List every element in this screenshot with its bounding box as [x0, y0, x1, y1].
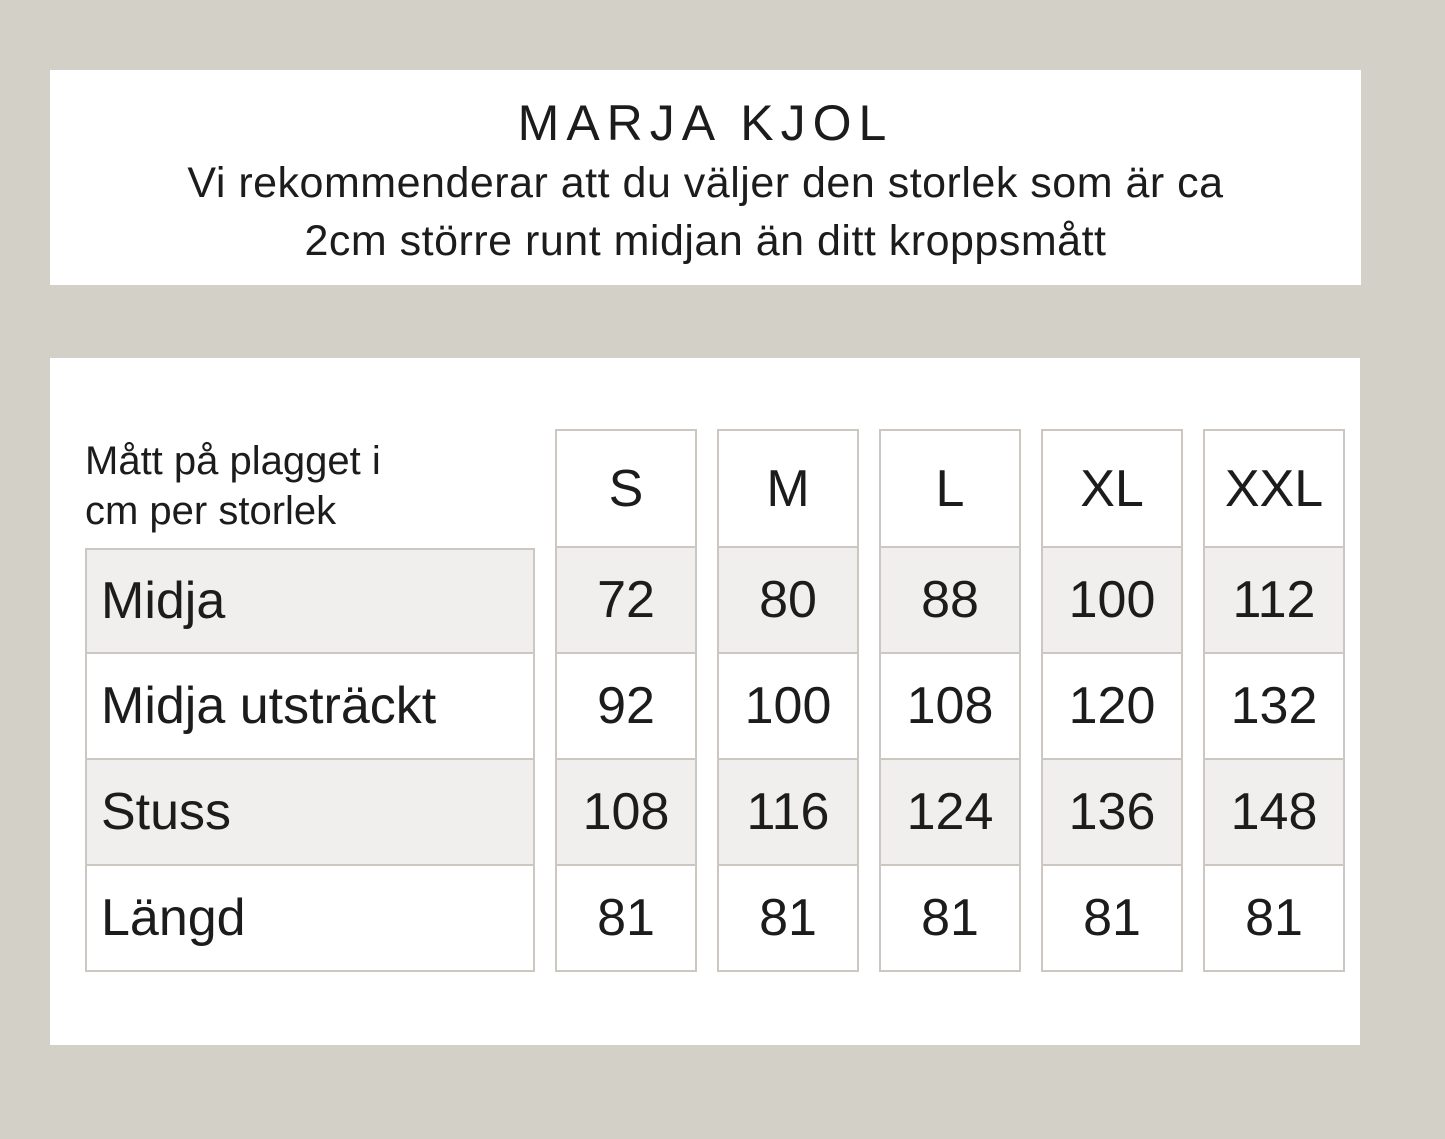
value-cell-stuss-xl: 136	[1041, 760, 1183, 866]
size-recommendation-line-2: 2cm större runt midjan än ditt kroppsmåt…	[304, 216, 1107, 265]
measure-unit-header: Mått på plagget i cm per storlek	[85, 429, 535, 548]
measure-unit-header-line-1: Mått på plagget i	[85, 438, 381, 483]
value-cell-langd-l: 81	[879, 866, 1021, 972]
row-label-midja: Midja	[85, 548, 535, 654]
size-column-header-m: M	[717, 429, 859, 548]
value-cell-langd-xl: 81	[1041, 866, 1183, 972]
size-guide-header-panel: MARJA KJOL Vi rekommenderar att du välje…	[50, 70, 1361, 285]
row-label-stuss: Stuss	[85, 760, 535, 866]
value-cell-stuss-s: 108	[555, 760, 697, 866]
value-cell-langd-m: 81	[717, 866, 859, 972]
value-cell-midja-utstrackt-l: 108	[879, 654, 1021, 760]
size-column-header-l: L	[879, 429, 1021, 548]
value-cell-langd-s: 81	[555, 866, 697, 972]
size-column-header-xl: XL	[1041, 429, 1183, 548]
size-column-header-s: S	[555, 429, 697, 548]
value-cell-midja-s: 72	[555, 548, 697, 654]
size-column-header-xxl: XXL	[1203, 429, 1345, 548]
value-cell-midja-utstrackt-xxl: 132	[1203, 654, 1345, 760]
value-cell-midja-utstrackt-m: 100	[717, 654, 859, 760]
product-title: MARJA KJOL	[517, 94, 894, 151]
value-cell-midja-m: 80	[717, 548, 859, 654]
measure-unit-header-line-2: cm per storlek	[85, 488, 337, 533]
value-cell-midja-l: 88	[879, 548, 1021, 654]
size-recommendation-line-1: Vi rekommenderar att du väljer den storl…	[187, 158, 1224, 207]
row-label-midja-utstrackt: Midja utsträckt	[85, 654, 535, 760]
value-cell-midja-utstrackt-xl: 120	[1041, 654, 1183, 760]
value-cell-stuss-l: 124	[879, 760, 1021, 866]
size-table-panel: Mått på plagget i cm per storlek S M L X…	[50, 358, 1360, 1045]
value-cell-stuss-m: 116	[717, 760, 859, 866]
row-label-langd: Längd	[85, 866, 535, 972]
value-cell-midja-xxl: 112	[1203, 548, 1345, 654]
value-cell-stuss-xxl: 148	[1203, 760, 1345, 866]
size-table: Mått på plagget i cm per storlek S M L X…	[85, 429, 1345, 972]
value-cell-langd-xxl: 81	[1203, 866, 1345, 972]
value-cell-midja-utstrackt-s: 92	[555, 654, 697, 760]
value-cell-midja-xl: 100	[1041, 548, 1183, 654]
